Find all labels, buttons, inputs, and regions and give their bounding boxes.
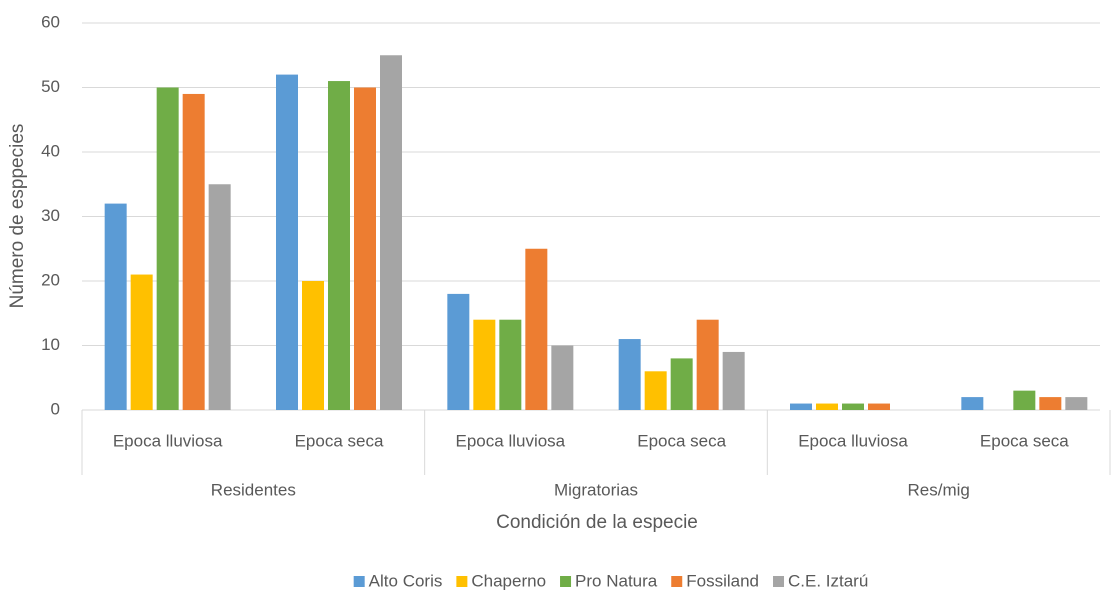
bar bbox=[790, 403, 812, 410]
bar bbox=[670, 358, 693, 410]
legend-label: Fossiland bbox=[686, 571, 759, 590]
bar bbox=[961, 397, 984, 410]
bar bbox=[696, 319, 719, 410]
x-axis-title: Condición de la especie bbox=[496, 512, 698, 533]
bar bbox=[328, 81, 350, 411]
bar bbox=[1039, 397, 1062, 410]
legend-label: C.E. Iztarú bbox=[788, 571, 868, 590]
legend-swatch bbox=[456, 576, 468, 587]
group-label: Res/mig bbox=[907, 480, 969, 499]
group-label: Residentes bbox=[211, 480, 296, 499]
bar bbox=[130, 274, 153, 410]
bar bbox=[722, 351, 745, 410]
x-tick-label: Epoca lluviosa bbox=[798, 431, 908, 450]
bar bbox=[1065, 397, 1088, 410]
bar bbox=[644, 371, 667, 410]
bar bbox=[551, 345, 574, 410]
bar bbox=[104, 203, 127, 410]
legend-label: Chaperno bbox=[471, 571, 546, 590]
legend-swatch bbox=[773, 576, 785, 587]
legend-label: Alto Coris bbox=[369, 571, 443, 590]
x-tick-label: Epoca seca bbox=[980, 431, 1069, 450]
bar bbox=[1013, 390, 1036, 410]
x-tick-label: Epoca seca bbox=[637, 431, 726, 450]
bar bbox=[868, 403, 890, 410]
bar bbox=[447, 293, 470, 410]
legend-swatch bbox=[560, 576, 572, 587]
bar bbox=[525, 248, 548, 410]
group-label: Migratorias bbox=[554, 480, 638, 499]
y-tick-label: 40 bbox=[41, 141, 60, 160]
y-tick-label: 50 bbox=[41, 77, 60, 96]
x-tick-label: Epoca seca bbox=[295, 431, 384, 450]
bar bbox=[816, 403, 838, 410]
y-tick-label: 30 bbox=[41, 206, 60, 225]
bar bbox=[182, 93, 205, 410]
bar bbox=[156, 87, 179, 410]
legend-swatch bbox=[353, 576, 365, 587]
bar bbox=[473, 319, 496, 410]
x-tick-label: Epoca lluviosa bbox=[456, 431, 566, 450]
y-tick-label: 60 bbox=[41, 12, 60, 31]
y-tick-label: 0 bbox=[51, 399, 60, 418]
bar bbox=[354, 87, 376, 410]
bar bbox=[380, 55, 402, 410]
y-tick-label: 10 bbox=[41, 335, 60, 354]
bar bbox=[208, 184, 231, 410]
y-tick-label: 20 bbox=[41, 270, 60, 289]
y-axis-title: Número de esppecies bbox=[7, 124, 28, 309]
legend-swatch bbox=[671, 576, 683, 587]
bar bbox=[499, 319, 522, 410]
bar bbox=[618, 339, 641, 410]
legend-label: Pro Natura bbox=[575, 571, 658, 590]
bar bbox=[302, 281, 324, 410]
bar bbox=[276, 74, 298, 410]
x-tick-label: Epoca lluviosa bbox=[113, 431, 223, 450]
bar bbox=[842, 403, 864, 410]
